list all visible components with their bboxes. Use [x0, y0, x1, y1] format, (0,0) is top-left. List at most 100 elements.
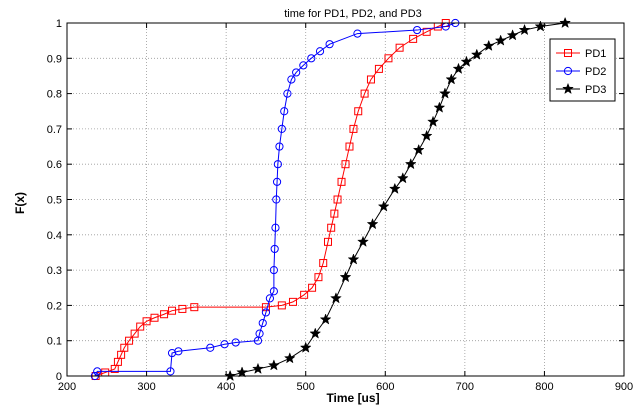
y-tick-label: 1	[56, 18, 62, 30]
data-point-pd1	[150, 313, 159, 322]
data-point-pd2	[220, 340, 229, 349]
series-pd1	[91, 19, 450, 380]
data-point-pd1	[168, 306, 177, 315]
data-point-pd2	[277, 124, 286, 133]
x-tick-label: 200	[58, 381, 76, 393]
data-point-pd2	[272, 195, 281, 204]
data-point-pd2	[315, 47, 325, 56]
data-point-pd1	[300, 290, 309, 299]
x-tick-label: 400	[217, 381, 235, 393]
data-point-pd3	[299, 341, 312, 353]
data-point-pd3	[518, 23, 531, 36]
data-point-pd1	[395, 43, 404, 52]
data-point-pd3	[388, 182, 401, 194]
data-point-pd2	[206, 343, 215, 352]
series-pd2	[90, 18, 460, 381]
x-tick-label: 300	[137, 381, 155, 393]
data-point-pd2	[269, 266, 278, 275]
data-point-pd1	[337, 177, 346, 186]
data-point-pd3	[433, 101, 446, 113]
data-point-pd3	[460, 55, 473, 67]
data-point-pd3	[404, 157, 417, 170]
data-point-pd1	[142, 317, 151, 326]
data-point-pd1	[319, 259, 328, 268]
data-point-pd1	[130, 329, 139, 338]
legend-label-pd2: PD2	[585, 66, 606, 78]
data-point-pd2	[413, 25, 422, 35]
data-point-pd3	[420, 129, 433, 141]
data-point-pd3	[330, 292, 342, 304]
data-point-pd3	[339, 270, 352, 283]
data-point-pd2	[307, 54, 316, 63]
chart-title: time for PD1, PD2, and PD3	[284, 8, 422, 20]
data-point-pd1	[288, 297, 297, 306]
grid	[67, 23, 624, 376]
series-line-pd2	[94, 22, 456, 377]
data-point-pd1	[422, 27, 431, 36]
data-point-pd3	[412, 143, 425, 156]
data-point-pd3	[427, 115, 439, 127]
data-point-pd1	[314, 273, 323, 282]
data-point-pd3	[267, 359, 280, 371]
data-point-pd3	[470, 48, 483, 60]
y-tick-label: 0.2	[47, 300, 62, 312]
data-point-pd2	[283, 89, 292, 98]
data-point-pd3	[283, 352, 296, 364]
data-point-pd3	[236, 366, 248, 378]
legend-box	[549, 38, 616, 102]
data-point-pd1	[120, 343, 129, 352]
data-point-pd3	[452, 62, 465, 74]
y-tick-label: 0.9	[47, 53, 62, 65]
data-point-pd2	[174, 347, 183, 356]
x-tick-label: 600	[376, 381, 394, 393]
data-point-pd2	[258, 318, 267, 328]
data-point-pd1	[360, 89, 369, 98]
data-point-pd1	[125, 336, 134, 345]
y-tick-label: 0.1	[47, 336, 62, 348]
legend-item-pd1: PD1	[556, 48, 606, 60]
data-point-pd1	[178, 304, 187, 313]
data-point-pd3	[309, 327, 322, 339]
data-point-pd1	[333, 195, 342, 204]
data-point-pd3	[366, 217, 379, 230]
data-point-pd1	[341, 160, 350, 169]
data-point-pd3	[319, 313, 332, 325]
legend-marker-pd1	[564, 49, 572, 57]
data-point-pd1	[349, 124, 358, 133]
data-point-pd1	[384, 54, 393, 63]
legend: PD1 PD2 PD3	[549, 38, 616, 102]
data-point-pd3	[506, 29, 519, 41]
legend-item-pd3: PD3	[556, 82, 606, 96]
data-point-pd3	[377, 200, 390, 212]
y-tick-label: 0	[56, 371, 62, 383]
data-point-pd1	[345, 142, 354, 151]
data-point-pd3	[396, 172, 409, 184]
x-tick-label: 700	[456, 381, 474, 393]
data-point-pd2	[325, 40, 334, 49]
x-tick-label: 900	[615, 381, 633, 393]
data-point-pd1	[374, 64, 383, 73]
data-point-pd1	[330, 209, 339, 218]
data-point-pd1	[160, 310, 169, 319]
data-point-pd1	[323, 237, 332, 246]
data-point-pd2	[231, 338, 240, 347]
data-point-pd2	[269, 287, 278, 296]
data-point-pd3	[559, 16, 572, 29]
y-tick-label: 0.8	[47, 89, 62, 101]
legend-label-pd3: PD3	[585, 84, 606, 96]
x-tick-label: 800	[535, 381, 553, 393]
data-point-pd1	[366, 75, 375, 84]
data-point-pd2	[261, 308, 271, 317]
y-axis-label: F(x)	[13, 192, 27, 214]
data-point-pd3	[347, 253, 360, 265]
x-axis-label: Time [us]	[326, 391, 379, 405]
data-point-pd3	[357, 235, 369, 247]
data-point-pd2	[265, 294, 275, 303]
data-point-pd2	[255, 329, 264, 338]
data-point-pd1	[308, 283, 317, 292]
series-layer	[90, 16, 572, 382]
y-tick-label: 0.3	[47, 265, 62, 277]
data-point-pd3	[494, 34, 507, 46]
legend-item-pd2: PD2	[556, 66, 606, 78]
